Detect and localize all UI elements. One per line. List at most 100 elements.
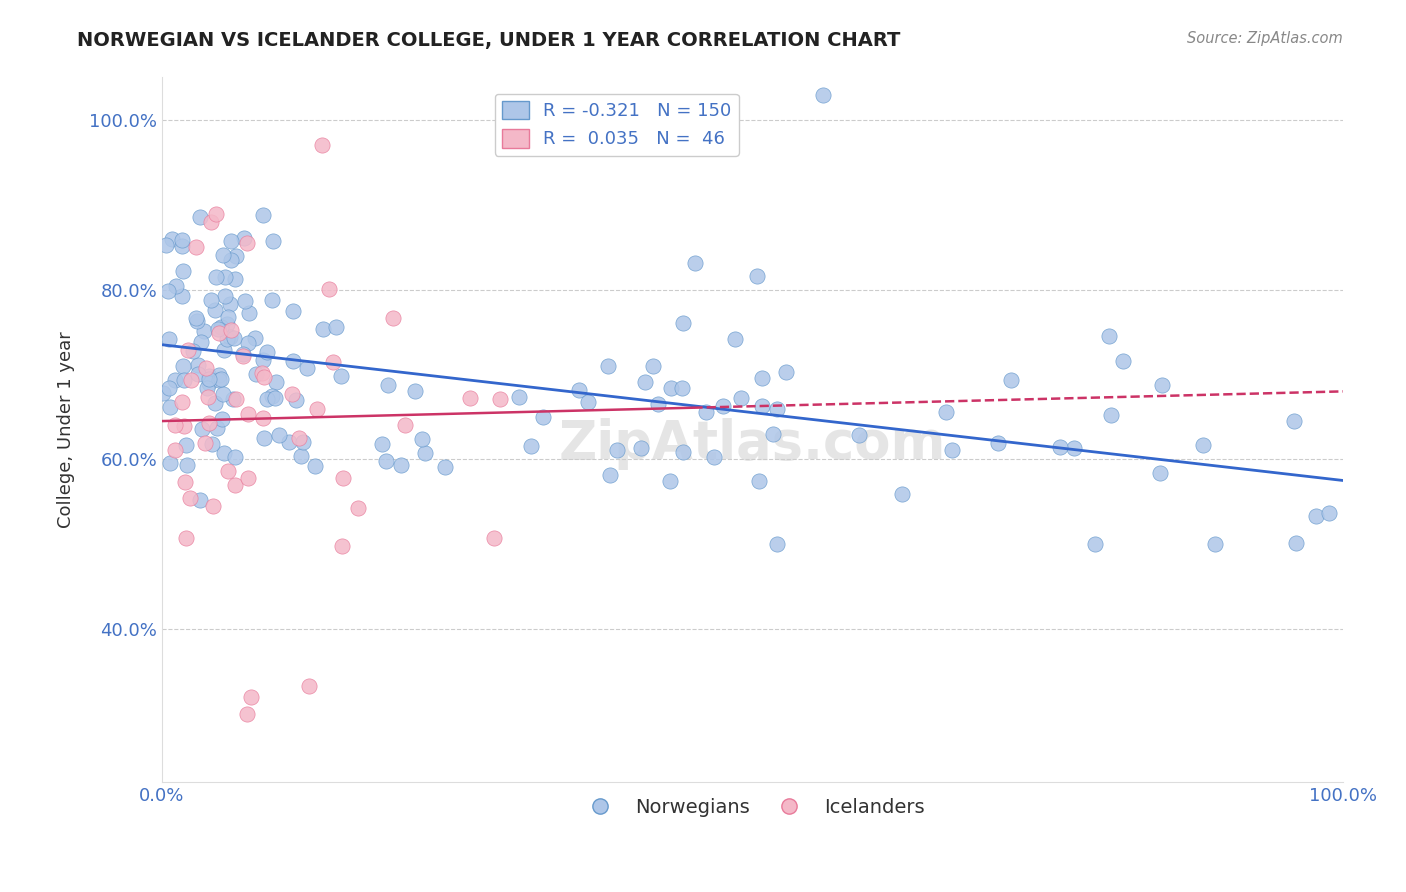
Point <box>322 355 344 369</box>
Point <box>1152 377 1174 392</box>
Point <box>184 311 207 326</box>
Point <box>672 316 695 330</box>
Point <box>935 405 957 419</box>
Point <box>224 272 246 286</box>
Point <box>332 471 354 485</box>
Point <box>489 392 512 407</box>
Point <box>222 331 245 345</box>
Point <box>221 252 243 267</box>
Point <box>599 467 621 482</box>
Point <box>252 352 274 367</box>
Point <box>520 439 543 453</box>
Point <box>204 396 226 410</box>
Point <box>245 367 267 381</box>
Point <box>304 458 326 473</box>
Point <box>391 458 413 472</box>
Point <box>1084 537 1107 551</box>
Point <box>413 446 436 460</box>
Point <box>643 359 665 374</box>
Point <box>318 282 340 296</box>
Text: NORWEGIAN VS ICELANDER COLLEGE, UNDER 1 YEAR CORRELATION CHART: NORWEGIAN VS ICELANDER COLLEGE, UNDER 1 … <box>77 31 901 50</box>
Point <box>748 475 770 489</box>
Point <box>159 456 181 470</box>
Point <box>1098 329 1121 343</box>
Point <box>191 421 214 435</box>
Point <box>201 499 224 513</box>
Point <box>218 297 240 311</box>
Point <box>212 387 235 401</box>
Point <box>1111 354 1133 368</box>
Point <box>751 399 773 413</box>
Point <box>695 405 717 419</box>
Point <box>433 459 456 474</box>
Text: ZipAtlas.com: ZipAtlas.com <box>558 417 946 470</box>
Point <box>281 387 304 401</box>
Point <box>217 464 239 478</box>
Point <box>233 294 256 309</box>
Point <box>170 234 193 248</box>
Point <box>173 419 195 434</box>
Point <box>215 332 238 346</box>
Point <box>647 397 669 411</box>
Point <box>193 324 215 338</box>
Point <box>375 454 398 468</box>
Point <box>209 319 232 334</box>
Point <box>163 373 186 387</box>
Point <box>238 336 260 351</box>
Point <box>262 234 284 248</box>
Point <box>181 344 204 359</box>
Point <box>194 435 217 450</box>
Point <box>683 256 706 270</box>
Point <box>295 361 318 376</box>
Point <box>1204 537 1226 551</box>
Point <box>224 477 246 491</box>
Point <box>311 138 333 153</box>
Point <box>848 428 870 442</box>
Point <box>225 392 247 407</box>
Point <box>172 359 194 373</box>
Point <box>173 373 195 387</box>
Point <box>208 326 231 341</box>
Point <box>325 320 347 334</box>
Point <box>262 389 284 403</box>
Point <box>152 385 174 400</box>
Point <box>218 310 240 325</box>
Point <box>174 438 197 452</box>
Point <box>568 383 591 397</box>
Point <box>157 284 180 298</box>
Point <box>212 446 235 460</box>
Point <box>188 493 211 508</box>
Point <box>204 303 226 318</box>
Point <box>1317 506 1340 520</box>
Point <box>371 437 394 451</box>
Point <box>711 400 734 414</box>
Point <box>508 390 530 404</box>
Point <box>187 368 209 382</box>
Point <box>238 471 260 485</box>
Point <box>174 531 197 545</box>
Point <box>329 369 352 384</box>
Point <box>298 679 321 693</box>
Text: Source: ZipAtlas.com: Source: ZipAtlas.com <box>1187 31 1343 46</box>
Y-axis label: College, Under 1 year: College, Under 1 year <box>58 331 75 528</box>
Point <box>290 450 312 464</box>
Point <box>659 475 682 489</box>
Point <box>941 443 963 458</box>
Point <box>287 431 309 445</box>
Point <box>458 392 481 406</box>
Point <box>252 366 274 380</box>
Point <box>751 371 773 385</box>
Point <box>890 487 912 501</box>
Point <box>531 409 554 424</box>
Point <box>219 323 242 337</box>
Point <box>766 402 789 417</box>
Point <box>197 372 219 386</box>
Point <box>208 368 231 383</box>
Point <box>703 450 725 465</box>
Point <box>214 289 236 303</box>
Point <box>155 238 177 252</box>
Point <box>606 443 628 458</box>
Point <box>197 369 219 384</box>
Point <box>165 278 187 293</box>
Point <box>190 335 212 350</box>
